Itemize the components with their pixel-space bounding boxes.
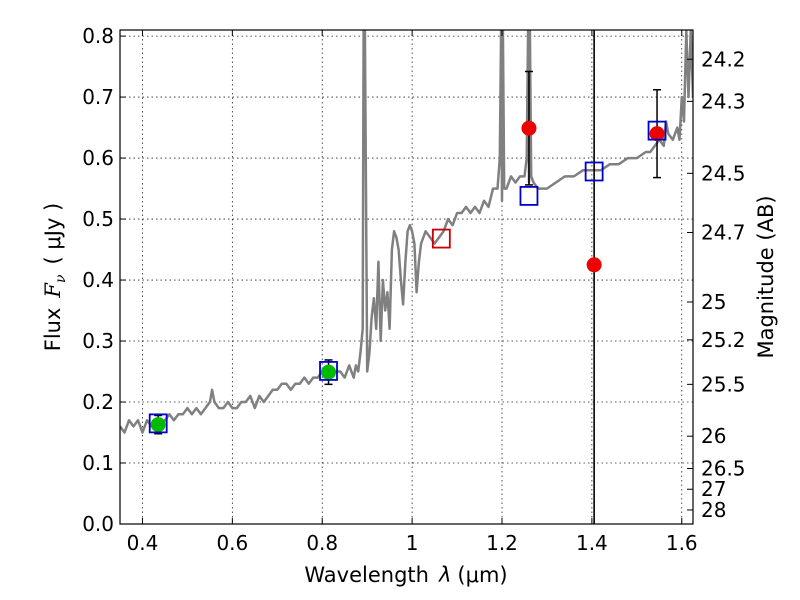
y-tick-label: 0.5: [82, 207, 114, 231]
y2-tick-label: 25.2: [701, 328, 746, 352]
x-tick-label: 0.6: [216, 531, 248, 555]
axis-ticks: 0.4 0.6 0.8 1 1.2 1.4 1.6 0.0 0.1 0.2 0.3 0.4 0.5 0.6…: [82, 24, 745, 555]
data-point-square: [584, 161, 604, 182]
y-tick-label: 0.2: [82, 390, 114, 414]
data-point-circle: [586, 257, 602, 273]
x-tick-label: 1.6: [666, 531, 698, 555]
y-tick-label: 0.0: [82, 512, 114, 536]
y2-tick-label: 24.2: [701, 47, 746, 71]
y2-tick-label: 24.5: [701, 161, 746, 185]
x-tick-label: 0.8: [306, 531, 338, 555]
y2-tick-label: 28: [701, 498, 726, 522]
y2-tick-label: 26.5: [701, 457, 746, 481]
data-point-square: [647, 120, 667, 141]
y-tick-label: 0.1: [82, 451, 114, 475]
data-point-circle: [321, 364, 337, 380]
data-point-circle: [649, 126, 665, 142]
error-bars: [154, 70, 662, 435]
x-tick-label: 1.2: [486, 531, 518, 555]
plot-area: [120, 30, 693, 524]
y-tick-label: 0.4: [82, 268, 114, 292]
data-point-circle: [150, 417, 166, 433]
x-tick-label: 1: [406, 531, 419, 555]
y-tick-label: 0.6: [82, 146, 114, 170]
data-point-square: [148, 413, 168, 434]
y2-axis-label: Magnitude (AB): [754, 195, 778, 358]
plot-frame: [119, 29, 694, 525]
y-axis-label: FluxFν( μJy ): [41, 203, 69, 351]
y2-tick-label: 26: [701, 424, 726, 448]
x-tick-label: 1.4: [576, 531, 608, 555]
y2-tick-label: 27: [701, 477, 726, 501]
data-point-square: [519, 185, 539, 206]
model-spectrum: [120, 30, 693, 434]
y2-tick-label: 24.7: [701, 220, 746, 244]
y-tick-label: 0.8: [82, 24, 114, 48]
data-markers: [148, 120, 667, 434]
data-point-circle: [521, 120, 537, 136]
y2-tick-label: 25: [701, 290, 726, 314]
y-tick-label: 0.7: [82, 85, 114, 109]
x-axis-label: Wavelength λ (μm): [304, 563, 507, 587]
x-tick-label: 0.4: [127, 531, 159, 555]
data-point-square: [431, 228, 451, 249]
data-point-square: [319, 361, 338, 381]
y2-tick-label: 25.5: [701, 372, 746, 396]
y-tick-label: 0.3: [82, 329, 114, 353]
y2-tick-label: 24.3: [701, 89, 746, 113]
spectrum-line: [120, 30, 693, 434]
grid-lines: [120, 30, 693, 525]
